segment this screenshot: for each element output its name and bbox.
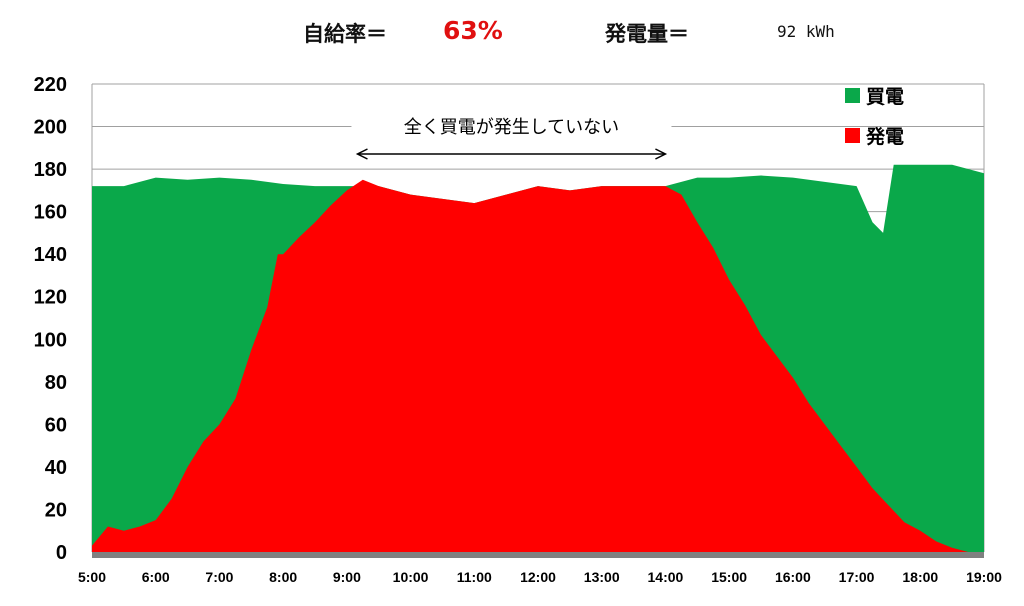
baseline-bar xyxy=(92,552,984,558)
x-tick-label: 14:00 xyxy=(648,569,684,585)
legend-label-generated: 発電 xyxy=(865,125,904,148)
x-tick-label: 17:00 xyxy=(839,569,875,585)
y-tick-label: 0 xyxy=(56,542,67,564)
x-tick-label: 10:00 xyxy=(393,569,429,585)
x-tick-label: 18:00 xyxy=(902,569,938,585)
x-tick-label: 5:00 xyxy=(78,569,106,585)
self-sufficiency-value: 63% xyxy=(443,16,503,45)
y-tick-label: 100 xyxy=(34,329,67,351)
annotation-text: 全く買電が発生していない xyxy=(404,117,619,138)
legend: 買電 発電 xyxy=(845,86,904,148)
y-tick-label: 220 xyxy=(34,74,67,96)
y-tick-label: 200 xyxy=(34,117,67,139)
generation-value: 92 kWh xyxy=(777,22,835,41)
x-tick-label: 6:00 xyxy=(142,569,170,585)
y-tick-label: 120 xyxy=(34,287,67,309)
legend-swatch-generated xyxy=(845,128,860,143)
x-tick-label: 11:00 xyxy=(457,569,492,585)
x-tick-label: 12:00 xyxy=(520,569,556,585)
x-tick-label: 15:00 xyxy=(711,569,747,585)
annotation-background xyxy=(351,113,672,141)
x-tick-label: 7:00 xyxy=(205,569,233,585)
annotation: 全く買電が発生していない xyxy=(351,113,672,160)
x-tick-label: 16:00 xyxy=(775,569,811,585)
y-tick-label: 140 xyxy=(34,244,67,266)
x-tick-label: 19:00 xyxy=(966,569,1002,585)
x-tick-label: 13:00 xyxy=(584,569,620,585)
x-tick-label: 8:00 xyxy=(269,569,297,585)
legend-label-purchased: 買電 xyxy=(866,86,904,108)
generated-power-area xyxy=(92,179,984,552)
y-tick-label: 160 xyxy=(34,202,67,224)
y-tick-label: 60 xyxy=(45,414,67,436)
x-axis-ticks: 5:00 6:00 7:00 8:00 9:00 10:00 11:00 12:00 13:00… xyxy=(78,569,1002,585)
y-tick-label: 80 xyxy=(45,372,67,394)
y-tick-label: 180 xyxy=(34,159,67,181)
annotation-arrowhead-left xyxy=(355,148,368,160)
legend-swatch-purchased xyxy=(845,88,860,103)
self-sufficiency-label: 自給率＝ xyxy=(303,22,387,46)
generation-label: 発電量＝ xyxy=(605,22,689,46)
y-tick-label: 40 xyxy=(45,457,67,479)
annotation-arrowhead-right xyxy=(655,148,668,160)
x-tick-label: 9:00 xyxy=(333,569,361,585)
y-axis-ticks: 0 20 40 60 80 100 120 140 160 180 200 220 xyxy=(34,74,67,564)
y-tick-label: 20 xyxy=(45,499,67,521)
